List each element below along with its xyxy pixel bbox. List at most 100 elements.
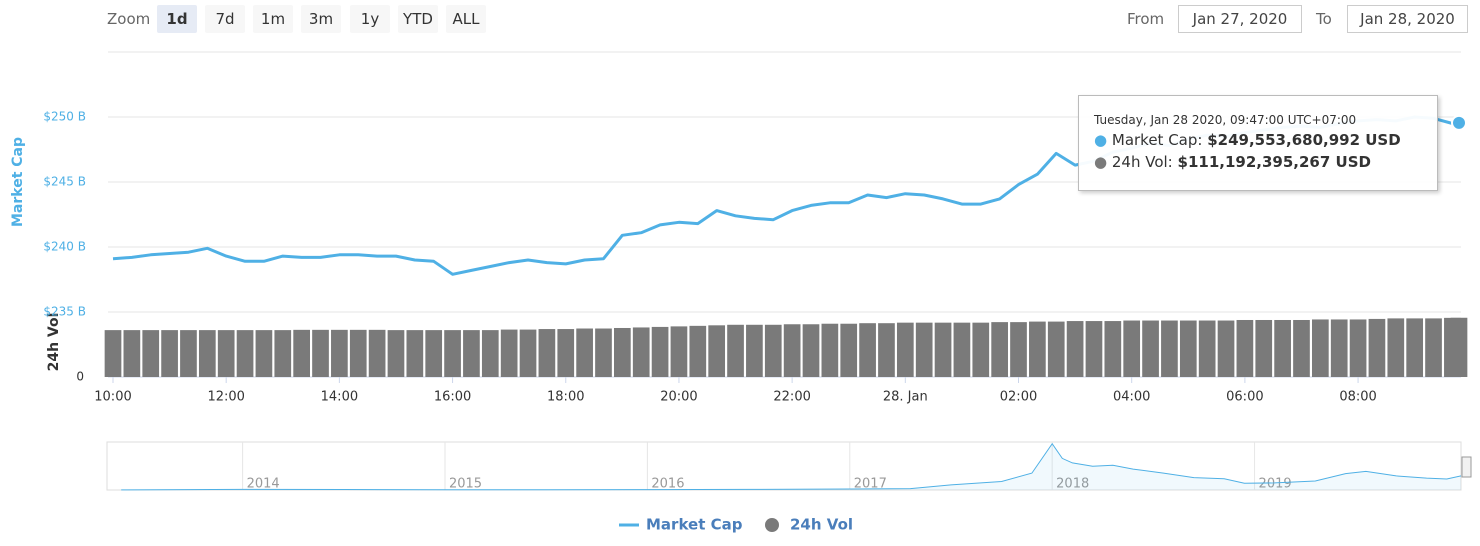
volume-bar bbox=[1274, 319, 1291, 377]
navigator-line bbox=[121, 442, 1462, 491]
zoom-button[interactable]: 1y bbox=[350, 5, 390, 33]
tooltip-label: 24h Vol: bbox=[1111, 153, 1173, 171]
volume-bar bbox=[670, 326, 688, 377]
navigator-tick-label: 2016 bbox=[651, 477, 684, 492]
volume-bar bbox=[972, 322, 990, 377]
navigator-frame bbox=[106, 441, 1462, 491]
volume-bar bbox=[934, 322, 952, 377]
y2-tick-label: 0 bbox=[76, 370, 84, 384]
volume-bar bbox=[1179, 320, 1197, 377]
volume-bar bbox=[764, 324, 782, 377]
to-label: To bbox=[1316, 10, 1332, 28]
volume-bar bbox=[519, 329, 537, 377]
y-tick-label: $235 B bbox=[43, 305, 86, 319]
bullet: ● bbox=[1094, 131, 1108, 149]
volume-bar bbox=[1368, 318, 1386, 377]
tooltip-row: ● 24h Vol: $111,192,395,267 USD bbox=[1094, 153, 1437, 171]
y-tick-label: $250 B bbox=[43, 110, 86, 124]
volume-bar bbox=[312, 329, 329, 377]
zoom-button[interactable]: 1m bbox=[253, 5, 293, 33]
y2-axis-title: 24h Vol bbox=[46, 313, 62, 372]
volume-bar bbox=[368, 329, 386, 377]
volume-bar bbox=[1425, 318, 1442, 377]
volume-bar bbox=[821, 323, 839, 377]
zoom-button[interactable]: 3m bbox=[301, 5, 341, 33]
navigator-tick-label: 2019 bbox=[1259, 477, 1292, 492]
legend-label[interactable]: Market Cap bbox=[646, 516, 743, 534]
zoom-button[interactable]: 7d bbox=[205, 5, 245, 33]
volume-bar bbox=[1311, 319, 1329, 377]
bullet: ● bbox=[1094, 153, 1108, 171]
volume-bar bbox=[500, 329, 518, 377]
zoom-button[interactable]: YTD bbox=[398, 5, 438, 33]
y-tick-label: $240 B bbox=[43, 240, 86, 254]
y-tick-label: $245 B bbox=[43, 175, 86, 189]
volume-bar bbox=[180, 330, 197, 377]
volume-bar bbox=[161, 330, 178, 377]
x-tick-label: 08:00 bbox=[1339, 390, 1376, 405]
volume-bar bbox=[557, 329, 575, 377]
volume-bar bbox=[387, 330, 405, 377]
x-tick-label: 02:00 bbox=[1000, 390, 1037, 405]
volume-bar bbox=[1029, 321, 1046, 377]
volume-bar bbox=[953, 322, 971, 377]
volume-bar bbox=[1349, 319, 1367, 377]
navigator-handle[interactable] bbox=[1461, 456, 1472, 478]
volume-bar bbox=[991, 322, 1008, 377]
volume-bar bbox=[1123, 320, 1141, 377]
volume-bar bbox=[595, 328, 612, 377]
volume-bar bbox=[802, 324, 820, 377]
from-label: From bbox=[1127, 10, 1165, 28]
volume-bar bbox=[1047, 321, 1065, 377]
volume-bar bbox=[463, 330, 480, 377]
from-input[interactable]: Jan 27, 2020 bbox=[1178, 5, 1302, 33]
zoom-button[interactable]: ALL bbox=[446, 5, 486, 33]
tooltip-value: $111,192,395,267 USD bbox=[1177, 153, 1371, 171]
volume-bar bbox=[915, 322, 933, 377]
volume-bar bbox=[1330, 319, 1348, 377]
to-input[interactable]: Jan 28, 2020 bbox=[1347, 5, 1468, 33]
volume-bar bbox=[840, 323, 858, 377]
volume-bar bbox=[481, 330, 499, 377]
x-tick-label: 06:00 bbox=[1226, 390, 1263, 405]
volume-bar bbox=[651, 326, 669, 377]
navigator-tick-label: 2017 bbox=[854, 477, 887, 492]
volume-bar bbox=[255, 330, 273, 377]
x-tick-label: 16:00 bbox=[434, 390, 471, 405]
volume-bar bbox=[217, 330, 235, 377]
volume-bar bbox=[1198, 320, 1216, 377]
x-tick-label: 20:00 bbox=[660, 390, 697, 405]
volume-bar bbox=[1236, 319, 1254, 377]
zoom-button[interactable]: 1d bbox=[157, 5, 197, 33]
navigator-area bbox=[121, 443, 1462, 490]
volume-bar bbox=[538, 329, 556, 377]
volume-bar bbox=[878, 323, 895, 377]
volume-bar bbox=[746, 324, 763, 377]
volume-bar bbox=[1387, 318, 1405, 377]
volume-bar bbox=[1450, 317, 1468, 377]
zoom-label: Zoom bbox=[107, 10, 151, 28]
volume-bar bbox=[236, 330, 254, 377]
volume-bar bbox=[104, 330, 122, 377]
navigator-tick-label: 2018 bbox=[1056, 477, 1089, 492]
volume-bar bbox=[614, 327, 631, 377]
navigator-tick-label: 2015 bbox=[449, 477, 482, 492]
volume-bar bbox=[689, 325, 707, 377]
x-tick-label: 22:00 bbox=[773, 390, 810, 405]
x-tick-label: 12:00 bbox=[207, 390, 244, 405]
volume-bar bbox=[1217, 320, 1235, 377]
hover-marker bbox=[1451, 114, 1467, 131]
volume-bar bbox=[896, 322, 914, 377]
volume-bar bbox=[1255, 319, 1273, 377]
volume-bar bbox=[859, 323, 876, 377]
volume-bar bbox=[783, 324, 801, 377]
navigator-tick-label: 2014 bbox=[247, 477, 280, 492]
x-tick-label: 14:00 bbox=[321, 390, 358, 405]
volume-bar bbox=[1406, 318, 1424, 377]
volume-bar bbox=[274, 330, 292, 377]
volume-bar bbox=[1066, 321, 1084, 377]
volume-bar bbox=[1142, 320, 1159, 377]
legend-label[interactable]: 24h Vol bbox=[790, 516, 853, 534]
volume-bar bbox=[142, 330, 160, 377]
